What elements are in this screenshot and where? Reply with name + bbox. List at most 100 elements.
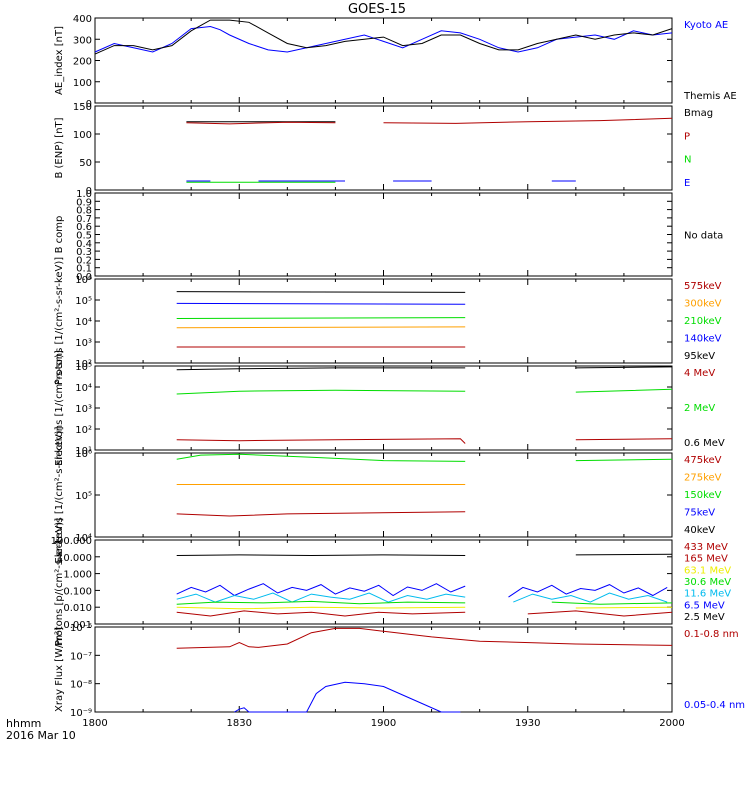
series-line-165-mev: [176, 610, 673, 617]
series-line-11-6-mev: [176, 592, 668, 603]
y-tick-label: 10.000: [57, 553, 92, 564]
y-tick-label: 10⁵: [75, 362, 92, 373]
y-tick-label: 10¹: [75, 446, 92, 457]
y-tick-label: 150: [73, 102, 92, 113]
panel-7: 0.001 0.010 0.100 1.000 10.000 100.000Protons…: [51, 518, 732, 646]
legend-30-6-mev: 30.6 MeV: [684, 577, 731, 588]
legend-0-1-0-8-nm: 0.1-0.8 nm: [684, 629, 739, 640]
series-line-210kev: [177, 317, 672, 319]
y-axis-label: B (ENP) [nT]: [54, 117, 65, 178]
y-tick-label: 10⁻⁶: [70, 623, 92, 634]
panel-frame: [94, 539, 673, 625]
series-line-275kev: [177, 482, 672, 484]
series-line-p: [186, 117, 673, 125]
y-tick-label: 0.6: [76, 222, 92, 233]
series-line-150kev: [176, 453, 673, 462]
panel-frame: [94, 192, 673, 277]
panel-4: 10² 10³ 10⁴ 10⁵ 10⁶ Protons [1/(cm²-s-sr-keV)…: [54, 257, 722, 385]
y-tick-label: 10⁻⁹: [70, 708, 92, 719]
y-axis-label: Xray Flux [W/m²]: [54, 627, 65, 712]
x-tick-label: 1830: [227, 718, 252, 729]
y-tick-label: 0.4: [76, 239, 92, 250]
y-tick-label: 0.1: [76, 264, 92, 275]
x-tick-label: 1900: [371, 718, 396, 729]
legend-475kev: 475keV: [684, 455, 722, 466]
legend-0-6-mev: 0.6 MeV: [684, 438, 725, 449]
y-tick-label: 0.3: [76, 247, 92, 258]
panel-8: 10⁻⁹ 10⁻⁸ 10⁻⁷ 10⁻⁶ Xray Flux [W/m²] 0.1-0.8 …: [54, 623, 745, 719]
y-tick-label: 10⁴: [75, 317, 92, 328]
x-tick-label: 1930: [515, 718, 540, 729]
y-tick-label: 50: [79, 158, 92, 169]
panel-frame: [94, 365, 673, 451]
series-line-2-5-mev: [176, 553, 673, 557]
panel-frame: [94, 626, 673, 713]
legend-6-5-mev: 6.5 MeV: [684, 600, 725, 611]
legend-p: P: [684, 131, 690, 142]
y-tick-label: 0.2: [76, 255, 92, 266]
panel-1: 0 100 200 300 400 AE_index [nT] Kyoto AE Themis…: [54, 14, 737, 110]
legend-4-mev: 4 MeV: [684, 368, 715, 379]
y-axis-label: Electrons [1/(cm²-s-sr)]: [54, 350, 65, 466]
y-tick-label: 1.0: [76, 189, 92, 200]
legend-433-mev: 433 MeV: [684, 542, 728, 553]
legend-140kev: 140keV: [684, 334, 722, 345]
footer-date-label: 2016 Mar 10: [6, 729, 76, 742]
y-tick-label: 300: [73, 35, 92, 46]
chart-title: GOES-15: [348, 2, 406, 17]
y-tick-label: 10⁴: [75, 533, 92, 544]
panels: 0 100 200 300 400 AE_index [nT] Kyoto AE Themis…: [51, 14, 745, 729]
y-axis-label: Protons [1/(cm²-s-sr-keV)]: [54, 257, 65, 385]
y-tick-label: 0.9: [76, 197, 92, 208]
panel-5: 10¹ 10² 10³ 10⁴ 10⁵ Electrons [1/(cm²-s-sr)] 4…: [54, 350, 725, 466]
y-axis-label: B comp: [54, 216, 65, 254]
panel-6: 10⁴ 10⁵ 10⁶ Electrons [1/(cm²-s-sr-keV)] 475…: [54, 426, 722, 563]
y-tick-label: 10²: [75, 359, 92, 370]
legend-2-mev: 2 MeV: [684, 403, 715, 414]
y-tick-label: 10³: [75, 404, 92, 415]
legend-e: E: [684, 178, 690, 189]
y-tick-label: 10⁻⁸: [70, 680, 92, 691]
legend-bmag: Bmag: [684, 108, 713, 119]
y-tick-label: 0.001: [63, 620, 92, 631]
series-line-0-6-mev: [176, 366, 673, 371]
legend-575kev: 575keV: [684, 281, 722, 292]
y-tick-label: 10³: [75, 338, 92, 349]
legend-95kev: 95keV: [684, 351, 715, 362]
legend-210kev: 210keV: [684, 316, 722, 327]
y-tick-label: 10⁶: [75, 275, 92, 286]
series-line-63-1-mev: [176, 606, 673, 610]
y-tick-label: 400: [73, 14, 92, 25]
y-tick-label: 0.100: [63, 586, 92, 597]
legend-0-05-0-4-nm: 0.05-0.4 nm: [684, 700, 745, 711]
y-tick-label: 100: [73, 78, 92, 89]
series-line-themis-ae: [94, 19, 673, 55]
series-line-30-6-mev: [176, 600, 673, 605]
series-line-0-1-0-8-nm: [176, 627, 673, 649]
series-line-300kev: [177, 325, 672, 328]
y-tick-label: 0.5: [76, 231, 92, 242]
legend-11-6-mev: 11.6 MeV: [684, 589, 731, 600]
x-tick-label: 2000: [659, 718, 684, 729]
legend-75kev: 75keV: [684, 508, 715, 519]
y-axis-label: Protons [p/(cm²-s-sr-keV)]: [54, 518, 65, 646]
legend-300kev: 300keV: [684, 299, 722, 310]
y-tick-label: 10⁴: [75, 383, 92, 394]
y-axis-label: Electrons [1/(cm²-s-sr-keV)]: [54, 426, 65, 563]
y-tick-label: 0: [86, 99, 92, 110]
legend-150kev: 150keV: [684, 490, 722, 501]
legend-40kev: 40keV: [684, 525, 715, 536]
legend-n: N: [684, 155, 691, 166]
series-line-95kev: [177, 292, 672, 293]
series-line-140kev: [177, 303, 672, 304]
legend-no-data: No data: [684, 231, 723, 242]
y-tick-label: 1.000: [63, 570, 92, 581]
legend-kyoto-ae: Kyoto AE: [684, 20, 728, 31]
legend-themis-ae: Themis AE: [683, 91, 737, 102]
legend-2-5-mev: 2.5 MeV: [684, 612, 725, 623]
panel-frame: [94, 452, 673, 538]
y-tick-label: 200: [73, 57, 92, 68]
panel-frame: [94, 105, 673, 191]
y-tick-label: 0.010: [63, 603, 92, 614]
series-line-475kev: [177, 512, 672, 516]
